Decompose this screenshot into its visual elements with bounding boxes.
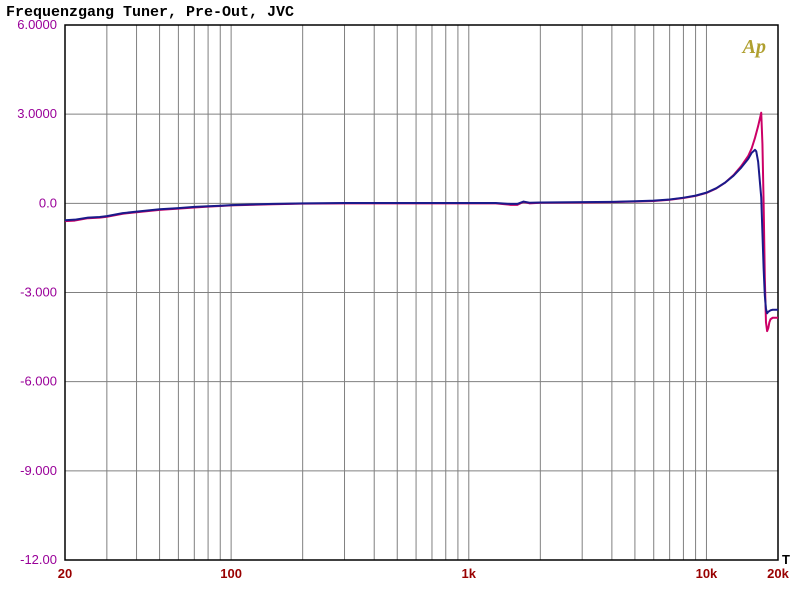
y-tick-label: 3.0000	[17, 106, 57, 121]
y-tick-label: 6.0000	[17, 17, 57, 32]
y-tick-label: -9.000	[20, 463, 57, 478]
ap-watermark: Ap	[741, 36, 766, 58]
y-tick-label: -3.000	[20, 285, 57, 300]
y-tick-label: 0.0	[39, 195, 57, 210]
x-tick-label: 100	[220, 566, 242, 581]
corner-label: T	[782, 552, 790, 567]
x-tick-label: 1k	[462, 566, 477, 581]
chart-container: { "chart": { "type": "line", "title": "F…	[0, 0, 800, 601]
y-tick-label: -6.000	[20, 374, 57, 389]
x-tick-label: 20k	[767, 566, 789, 581]
x-tick-label: 10k	[696, 566, 718, 581]
frequency-response-chart: Frequenzgang Tuner, Pre-Out, JVC6.00003.…	[0, 0, 800, 601]
x-tick-label: 20	[58, 566, 72, 581]
y-tick-label: -12.00	[20, 552, 57, 567]
